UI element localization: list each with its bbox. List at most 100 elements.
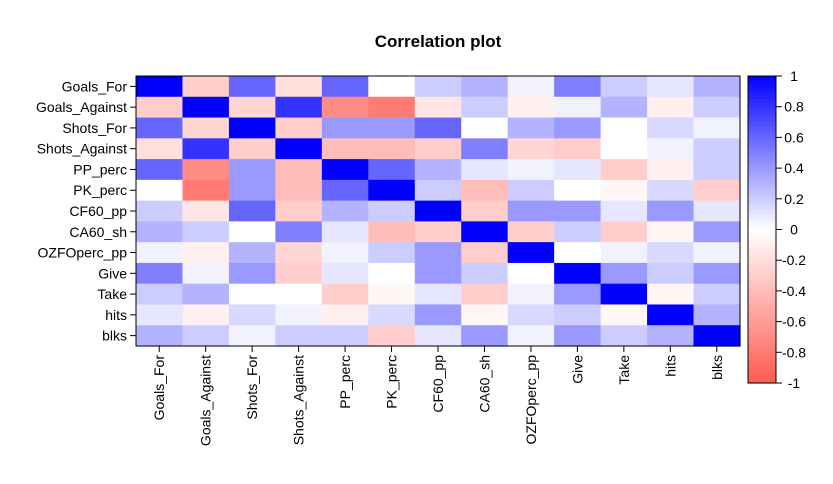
heatmap-cell xyxy=(228,221,276,243)
color-scale-segment xyxy=(748,340,776,346)
scale-tick-label: -0.4 xyxy=(782,283,806,299)
column-label: PP_perc xyxy=(337,355,353,409)
scale-tick-label: -1 xyxy=(788,375,801,391)
heatmap-cell xyxy=(136,325,184,347)
heatmap-cell xyxy=(600,325,648,347)
heatmap-cell xyxy=(136,159,184,181)
column-label: Take xyxy=(616,355,632,385)
row-label: Goals_Against xyxy=(36,99,127,115)
color-scale-segment xyxy=(748,125,776,131)
scale-tick-label: -0.6 xyxy=(782,314,806,330)
heatmap-cell xyxy=(136,200,184,222)
color-scale-segment xyxy=(748,137,776,142)
heatmap-cell xyxy=(414,283,462,306)
heatmap-cell xyxy=(275,96,323,119)
heatmap-cell xyxy=(554,304,602,326)
color-scale-segment xyxy=(748,183,776,188)
heatmap-cell xyxy=(368,262,416,285)
heatmap-cell xyxy=(321,117,369,139)
heatmap-cell xyxy=(182,117,230,139)
heatmap-cell xyxy=(507,304,555,326)
color-scale-segment xyxy=(748,217,776,223)
heatmap-cell xyxy=(414,179,462,202)
heatmap-cell xyxy=(461,76,509,98)
heatmap-cell xyxy=(228,262,276,285)
color-scale-segment xyxy=(748,206,776,211)
heatmap-cell xyxy=(182,138,230,160)
color-scale-segment xyxy=(748,344,776,350)
heatmap-cell xyxy=(228,325,276,347)
color-scale-segment xyxy=(748,306,776,311)
heatmap-cell xyxy=(647,242,695,264)
heatmap-cell xyxy=(275,304,323,326)
color-scale-segment xyxy=(748,256,776,261)
heatmap-cell xyxy=(275,325,323,347)
heatmap-cell xyxy=(321,262,369,285)
color-scale-segment xyxy=(748,79,776,85)
color-scale-segment xyxy=(748,110,776,115)
heatmap-cell xyxy=(600,76,648,98)
row-label: Goals_For xyxy=(62,78,128,94)
color-scale-segment xyxy=(748,302,776,307)
row-label: Shots_Against xyxy=(37,141,127,157)
heatmap-cell xyxy=(461,96,509,119)
heatmap-cell xyxy=(554,117,602,139)
color-scale-segment xyxy=(748,198,776,204)
row-labels: Goals_For Goals_Against Shots_For Shots_Aga… xyxy=(36,78,136,344)
column-labels: Goals_For Goals_Against Shots_For Shots_Aga… xyxy=(151,346,725,446)
color-scale-segment xyxy=(748,114,776,119)
heatmap-cell xyxy=(600,283,648,306)
heatmap-cell xyxy=(554,242,602,264)
color-scale-segment xyxy=(748,202,776,208)
heatmap-cell xyxy=(321,304,369,326)
heatmap-cell xyxy=(228,138,276,160)
color-scale-segment xyxy=(748,102,776,108)
heatmap-cell xyxy=(136,117,184,139)
row-label: blks xyxy=(102,328,127,344)
heatmap-cell xyxy=(414,138,462,160)
heatmap-cell xyxy=(554,179,602,202)
color-scale-segment xyxy=(748,348,776,353)
color-scale-segment xyxy=(748,325,776,330)
heatmap-cell xyxy=(275,138,323,160)
heatmap-cell xyxy=(136,76,184,98)
color-scale-segment xyxy=(748,87,776,92)
heatmap-cell xyxy=(275,200,323,222)
heatmap-cell xyxy=(182,76,230,98)
color-scale-segment xyxy=(748,225,776,231)
heatmap-cell xyxy=(228,304,276,326)
heatmap-cell xyxy=(368,159,416,181)
heatmap-cell xyxy=(368,221,416,243)
heatmap-cell xyxy=(554,159,602,181)
heatmap-cell xyxy=(414,96,462,119)
heatmap-cell xyxy=(461,159,509,181)
heatmap-cell xyxy=(554,262,602,285)
color-scale: 1 0.8 0.6 0.4 0.2 0 -0.2 -0.4 -0.6 -0.8 -1 xyxy=(747,68,806,391)
heatmap-cell xyxy=(136,262,184,285)
heatmap-cell xyxy=(368,242,416,264)
heatmap-cell xyxy=(693,242,741,264)
heatmap-cell xyxy=(647,283,695,306)
color-scale-segment xyxy=(748,214,776,219)
color-scale-segment xyxy=(748,279,776,284)
heatmap-cell xyxy=(368,179,416,202)
heatmap-cell xyxy=(368,304,416,326)
column-label: CF60_pp xyxy=(430,355,446,413)
heatmap-cell xyxy=(321,242,369,264)
row-label: Give xyxy=(98,265,127,281)
heatmap-cell xyxy=(647,262,695,285)
heatmap-cell xyxy=(600,242,648,264)
heatmap-cell xyxy=(228,117,276,139)
scale-tick-label: 0.4 xyxy=(784,160,804,176)
color-scale-segment xyxy=(748,229,776,234)
scale-tick-label: 0 xyxy=(790,222,798,238)
heatmap-cell xyxy=(600,138,648,160)
heatmap-cell xyxy=(507,96,555,119)
color-scale-segment xyxy=(748,298,776,304)
column-label: Goals_Against xyxy=(198,355,214,446)
color-scale-segment xyxy=(748,367,776,373)
heatmap-cell xyxy=(554,76,602,98)
color-scale-segment xyxy=(748,148,776,154)
color-scale-segment xyxy=(748,317,776,323)
